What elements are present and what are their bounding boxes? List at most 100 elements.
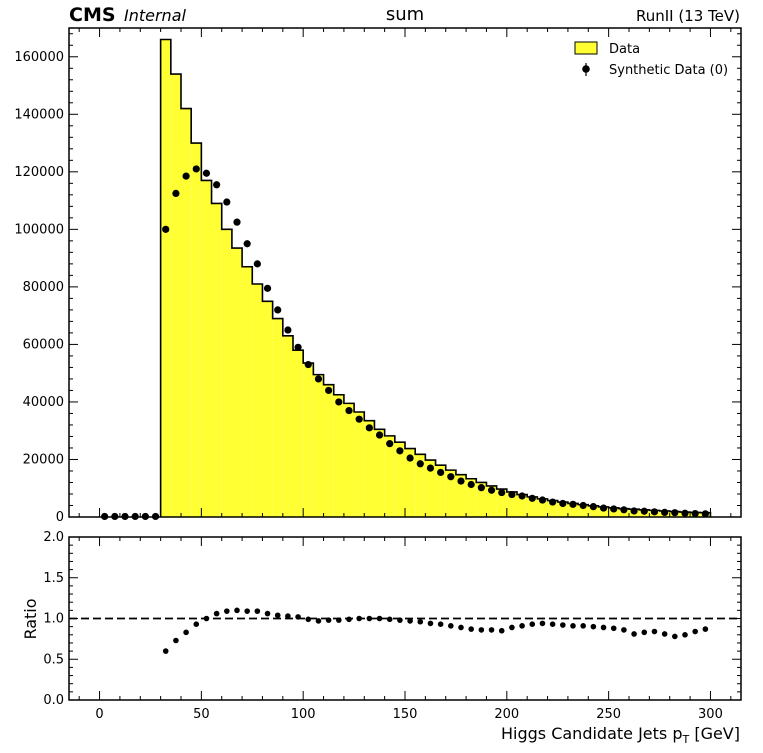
ratio-x-tick-label: 300 xyxy=(698,707,723,722)
ratio-point xyxy=(427,620,434,627)
synthetic-data-point xyxy=(691,509,699,518)
histogram-bar xyxy=(455,474,467,517)
ratio-y-tick-label: 1.5 xyxy=(43,571,64,586)
synthetic-data-point xyxy=(620,506,628,514)
ratio-x-tick-label: 0 xyxy=(95,707,103,722)
synthetic-data-point xyxy=(538,496,547,504)
histogram-bar xyxy=(445,470,456,517)
synthetic-data-point xyxy=(569,500,577,508)
ratio-point xyxy=(590,623,597,630)
ratio-point xyxy=(610,625,617,632)
histogram-bar xyxy=(231,248,243,518)
histogram-bar xyxy=(374,429,385,517)
histogram-bar xyxy=(282,335,293,517)
histogram-bar xyxy=(364,420,375,517)
synthetic-data-point xyxy=(192,165,200,173)
synthetic-data-point xyxy=(213,181,221,189)
ratio-point xyxy=(346,616,352,623)
histogram-bar xyxy=(211,203,222,517)
ratio-point xyxy=(498,627,505,634)
synthetic-data-point xyxy=(640,507,648,515)
ratio-point xyxy=(193,621,200,628)
synthetic-data-point xyxy=(396,447,404,455)
ratio-y-axis-label: Ratio xyxy=(21,598,40,639)
histogram-bar xyxy=(578,504,589,517)
ratio-point xyxy=(458,624,464,631)
main-y-tick-label: 160000 xyxy=(14,50,64,65)
synthetic-data-point xyxy=(508,490,516,499)
synthetic-data-point xyxy=(701,510,709,518)
synthetic-data-point xyxy=(681,509,689,517)
synthetic-data-point xyxy=(274,306,282,314)
synthetic-data-point xyxy=(487,486,496,494)
ratio-point xyxy=(397,617,403,623)
main-y-tick-label: 140000 xyxy=(14,107,64,122)
synthetic-data-point xyxy=(671,509,679,517)
synthetic-data-point xyxy=(253,260,261,268)
synthetic-data-point xyxy=(630,507,638,515)
ratio-point xyxy=(376,615,383,622)
histogram-bar xyxy=(252,284,263,517)
ratio-point xyxy=(702,626,709,632)
synthetic-data-point xyxy=(610,505,618,513)
synthetic-data-point xyxy=(202,169,211,177)
synthetic-data-point xyxy=(375,431,384,439)
synthetic-data-point xyxy=(325,386,333,395)
histogram-bar xyxy=(435,465,446,517)
ratio-point xyxy=(468,626,474,632)
histogram-bar xyxy=(405,448,416,517)
main-y-tick-label: 20000 xyxy=(23,452,64,467)
ratio-point xyxy=(173,637,179,644)
ratio-point xyxy=(549,621,556,628)
histogram-bar xyxy=(537,498,548,517)
ratio-point xyxy=(509,624,515,631)
ratio-point xyxy=(580,623,586,629)
main-axis-ticks xyxy=(69,28,741,518)
ratio-point xyxy=(244,608,250,614)
histogram-bar xyxy=(547,500,558,517)
ratio-y-tick-label: 0.0 xyxy=(43,693,64,708)
main-y-tick-label: 100000 xyxy=(14,222,64,237)
synthetic-data-point xyxy=(243,240,251,248)
ratio-point xyxy=(672,633,678,640)
x-axis-label: Higgs Candidate Jets pT [GeV] xyxy=(501,724,740,746)
ratio-x-tick-label: 250 xyxy=(596,707,621,722)
histogram-bar xyxy=(466,478,477,517)
histogram-bar xyxy=(262,301,273,517)
synthetic-data-point xyxy=(284,326,292,334)
histogram-bar xyxy=(567,503,579,517)
synthetic-data-point xyxy=(335,398,343,406)
histogram-bar xyxy=(181,108,192,518)
synthetic-data-point xyxy=(294,343,302,351)
ratio-x-tick-label: 50 xyxy=(193,707,210,722)
histogram-bar xyxy=(272,318,283,517)
ratio-point xyxy=(407,618,413,624)
ratio-point xyxy=(631,631,637,637)
synthetic-data-point xyxy=(528,494,536,502)
ratio-y-tick-labels: 0.0 0.5 1.0 1.5 2.0 xyxy=(43,530,64,708)
synthetic-data-point xyxy=(416,460,424,468)
histogram-bar xyxy=(354,412,365,517)
synthetic-data-point xyxy=(477,484,485,492)
main-y-tick-label: 0 xyxy=(56,510,64,525)
synthetic-data-point xyxy=(345,406,353,415)
ratio-panel: 0.0 0.5 1.0 1.5 2.0 0 50 100 150 200 250 300 Ratio… xyxy=(21,530,742,746)
chart-center-title: sum xyxy=(386,4,424,25)
ratio-point xyxy=(600,624,607,631)
ratio-point xyxy=(682,632,688,638)
synthetic-data-point xyxy=(518,492,526,500)
histogram-bar xyxy=(476,482,487,517)
histogram-bar xyxy=(201,180,212,517)
histogram-bar xyxy=(415,454,426,517)
ratio-point xyxy=(437,621,444,628)
histogram-outline xyxy=(159,38,712,517)
ratio-point xyxy=(621,627,627,633)
ratio-point xyxy=(325,617,332,623)
histogram-bar xyxy=(313,374,324,517)
ratio-point xyxy=(488,627,495,633)
ratio-point xyxy=(386,616,393,623)
histogram-bar xyxy=(191,143,202,517)
ratio-y-tick-label: 2.0 xyxy=(43,530,64,545)
histogram-bar xyxy=(588,505,599,517)
synthetic-data-point xyxy=(162,225,170,233)
